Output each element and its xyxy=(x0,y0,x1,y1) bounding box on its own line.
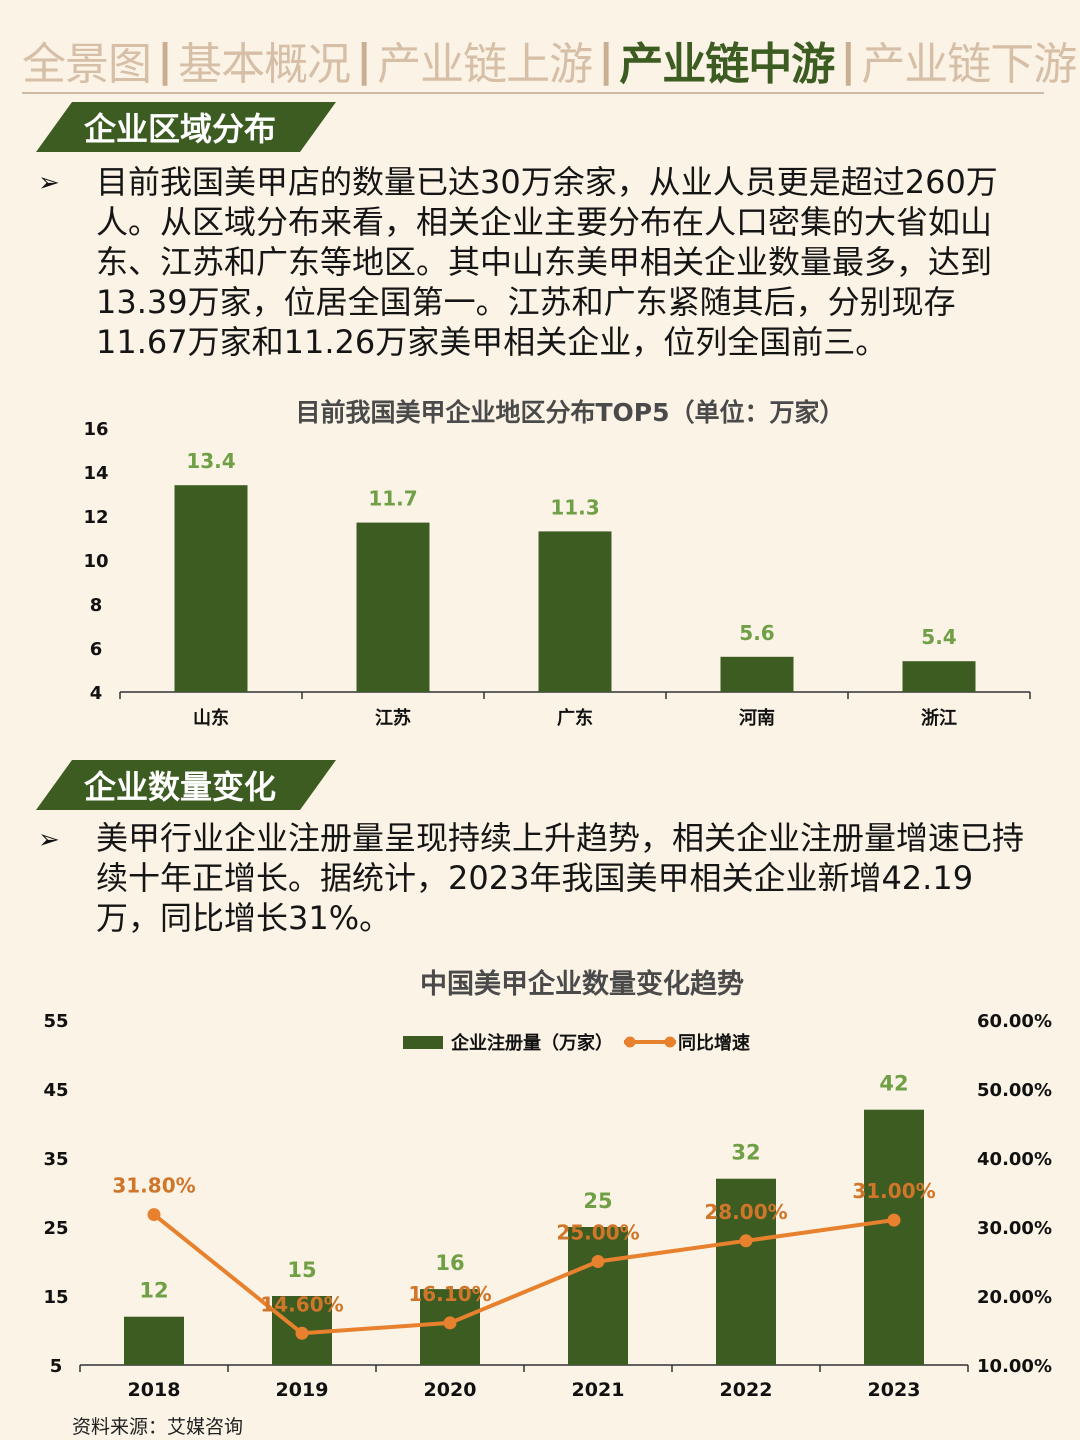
growth-point xyxy=(739,1234,753,1248)
chart-title: 目前我国美甲企业地区分布TOP5（单位：万家） xyxy=(295,398,844,427)
y-right-tick-label: 40.00% xyxy=(977,1149,1052,1170)
bar-value-label: 13.4 xyxy=(186,449,235,473)
y-tick-label: 12 xyxy=(83,507,108,528)
y-right-tick-label: 60.00% xyxy=(977,1011,1052,1032)
x-tick-label: 2023 xyxy=(868,1379,921,1401)
legend-line-marker xyxy=(624,1036,636,1048)
section-title-trend: 企业数量变化 xyxy=(36,760,336,810)
nav-tab-panorama[interactable]: 全景图 xyxy=(22,39,152,90)
legend-line-label: 同比增速 xyxy=(678,1032,750,1054)
x-tick-label: 广东 xyxy=(557,707,593,729)
legend-bar-label: 企业注册量（万家） xyxy=(450,1032,613,1054)
chart-title: 中国美甲企业数量变化趋势 xyxy=(420,968,744,1000)
regional-paragraph: 目前我国美甲店的数量已达30万余家，从业人员更是超过260万人。从区域分布来看，… xyxy=(96,163,998,361)
nav-tab-midstream[interactable]: 产业链中游 xyxy=(619,39,835,90)
bar xyxy=(538,531,612,692)
nav-divider xyxy=(22,92,1044,94)
nav-separator: | xyxy=(356,34,372,86)
growth-value-label: 16.10% xyxy=(408,1282,491,1306)
growth-value-label: 31.00% xyxy=(852,1179,935,1203)
nav-tab-overview[interactable]: 基本概况 xyxy=(178,39,351,90)
y-left-tick-label: 5 xyxy=(50,1356,63,1377)
x-tick-label: 山东 xyxy=(193,707,229,729)
growth-value-label: 31.80% xyxy=(112,1174,195,1198)
bar xyxy=(716,1178,776,1365)
legend-line-marker xyxy=(664,1036,676,1048)
growth-point xyxy=(887,1213,901,1227)
bullet-arrow-icon: ➢ xyxy=(38,825,60,855)
bar-value-label: 12 xyxy=(139,1279,168,1303)
bar-value-label: 15 xyxy=(287,1258,316,1282)
y-right-tick-label: 20.00% xyxy=(977,1287,1052,1308)
y-left-tick-label: 55 xyxy=(43,1011,68,1032)
y-tick-label: 16 xyxy=(83,419,108,440)
nav-separator: | xyxy=(598,34,614,86)
x-tick-label: 河南 xyxy=(739,707,775,729)
bar-value-label: 11.7 xyxy=(368,487,417,511)
y-left-tick-label: 25 xyxy=(43,1218,68,1239)
x-tick-label: 浙江 xyxy=(921,707,957,729)
bar xyxy=(902,661,976,692)
y-left-tick-label: 45 xyxy=(43,1080,68,1101)
nav-separator: | xyxy=(157,34,173,86)
bar-value-label: 32 xyxy=(731,1141,760,1165)
section-nav: 全景图 | 基本概况 | 产业链上游 | 产业链中游 | 产业链下游 xyxy=(22,30,1077,91)
bar-value-label: 25 xyxy=(583,1189,612,1213)
bar-value-label: 42 xyxy=(879,1072,908,1096)
growth-line xyxy=(152,1213,895,1336)
nav-tab-upstream[interactable]: 产业链上游 xyxy=(377,39,593,90)
bar xyxy=(174,485,248,692)
x-tick-label: 2021 xyxy=(572,1379,625,1401)
y-tick-label: 6 xyxy=(90,639,103,660)
growth-point xyxy=(591,1255,605,1268)
nav-separator: | xyxy=(840,34,856,86)
bullet-arrow-icon: ➢ xyxy=(38,168,60,198)
trend-paragraph: 美甲行业企业注册量呈现持续上升趋势，相关企业注册量增速已持续十年正增长。据统计，… xyxy=(96,819,1025,937)
source-note: 资料来源：艾媒咨询 xyxy=(72,1416,244,1438)
y-right-tick-label: 10.00% xyxy=(977,1356,1052,1377)
growth-value-label: 14.60% xyxy=(260,1292,343,1316)
bar-value-label: 11.3 xyxy=(550,495,599,519)
bar xyxy=(356,522,430,692)
x-tick-label: 2020 xyxy=(424,1379,477,1401)
y-right-tick-label: 50.00% xyxy=(977,1080,1052,1101)
bar xyxy=(720,656,794,692)
bar-value-label: 5.4 xyxy=(921,625,956,649)
y-left-tick-label: 35 xyxy=(43,1149,68,1170)
legend-bar-swatch xyxy=(403,1036,443,1049)
growth-point xyxy=(147,1208,161,1222)
growth-point xyxy=(295,1326,309,1340)
x-tick-label: 2022 xyxy=(720,1379,773,1401)
growth-value-label: 25.00% xyxy=(556,1221,639,1245)
y-tick-label: 8 xyxy=(90,595,103,616)
growth-value-label: 28.00% xyxy=(704,1200,787,1224)
x-tick-label: 2019 xyxy=(276,1379,329,1401)
bar xyxy=(864,1109,924,1365)
bar xyxy=(568,1227,628,1365)
x-tick-label: 2018 xyxy=(128,1379,181,1401)
bar-value-label: 16 xyxy=(435,1251,464,1275)
y-tick-label: 10 xyxy=(83,551,108,572)
y-right-tick-label: 30.00% xyxy=(977,1218,1052,1239)
regional-bar-chart: 目前我国美甲企业地区分布TOP5（单位：万家） 4 6 8 10 12 14 16 13.4 山东… xyxy=(83,398,1031,729)
nav-tab-downstream[interactable]: 产业链下游 xyxy=(861,39,1077,90)
y-tick-label: 4 xyxy=(90,683,103,704)
y-tick-label: 14 xyxy=(83,463,108,484)
growth-point xyxy=(443,1316,457,1330)
bar xyxy=(124,1316,184,1365)
x-tick-label: 江苏 xyxy=(375,707,411,729)
bar-value-label: 5.6 xyxy=(739,621,774,645)
section-title-regional: 企业区域分布 xyxy=(36,102,336,152)
y-left-tick-label: 15 xyxy=(43,1287,68,1308)
